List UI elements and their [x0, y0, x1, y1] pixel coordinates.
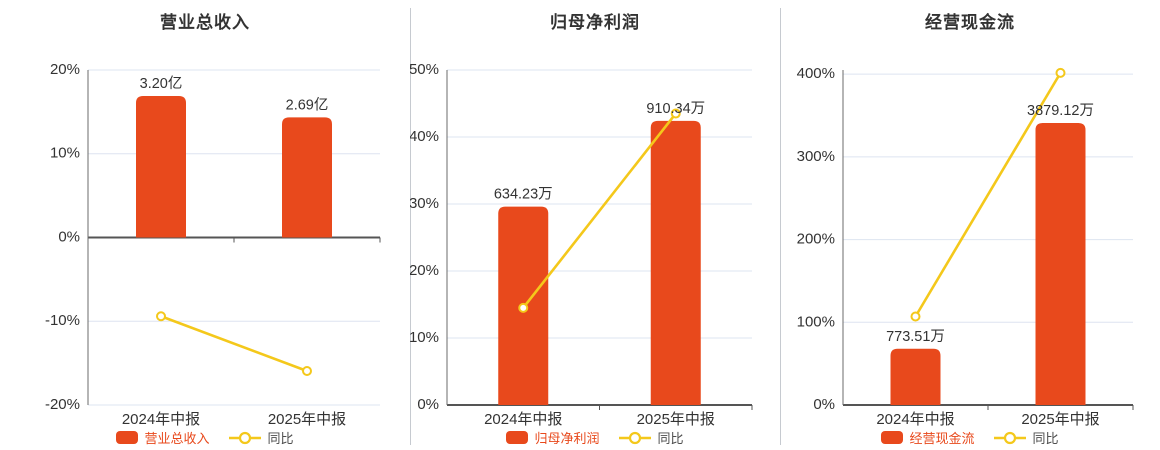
- panel-divider: [780, 8, 781, 445]
- chart-plot: 50% 40% 30% 20% 10% 0% 634.23万 910.34万 2024年中报 20…: [410, 61, 753, 428]
- yoy-point-2024年中报[interactable]: [910, 311, 921, 322]
- bar-value-label: 634.23万: [494, 187, 553, 203]
- y-axis-tick-label: 100%: [797, 313, 835, 330]
- bar-value-label: 773.51万: [886, 329, 945, 345]
- legend: 营业总收入 同比: [0, 428, 410, 447]
- x-axis-category-label: 2024年中报: [484, 411, 562, 428]
- bar-2025年中报[interactable]: [1035, 122, 1086, 406]
- yoy-point-2025年中报[interactable]: [670, 108, 681, 119]
- legend: 归母净利润 同比: [410, 428, 780, 447]
- chart-panel-operating-cash-flow: 经营现金流 400% 300% 200% 100% 0% 773.51万 3879.12万 20…: [780, 0, 1160, 450]
- legend-item-yoy[interactable]: 同比: [993, 428, 1059, 447]
- y-axis-tick-label: -10%: [45, 312, 80, 329]
- legend-line-circle-icon: [228, 431, 261, 444]
- yoy-point-2025年中报[interactable]: [1055, 67, 1066, 78]
- yoy-point-2025年中报[interactable]: [302, 365, 312, 376]
- chart-title: 归母净利润: [550, 13, 640, 32]
- x-axis-category-label: 2025年中报: [637, 411, 715, 428]
- chart-panel-revenue: 营业总收入 20% 10% 0% -10% -20% 3.20亿 2.69亿 2024年中报 20…: [0, 0, 410, 450]
- y-axis-tick-label: 0%: [813, 396, 835, 413]
- chart-plot: 20% 10% 0% -10% -20% 3.20亿 2.69亿 2024年中报 2025年中报: [45, 61, 381, 428]
- y-axis-tick-label: 0%: [58, 228, 80, 245]
- chart-title: 营业总收入: [160, 13, 250, 32]
- x-axis-category-label: 2024年中报: [876, 411, 954, 428]
- legend: 经营现金流 同比: [780, 428, 1160, 447]
- bar-value-label: 3.20亿: [140, 75, 183, 92]
- legend-bar-series-label: 经营现金流: [909, 431, 975, 446]
- y-axis-tick-label: -20%: [45, 396, 80, 413]
- legend-bar-swatch-icon: [506, 431, 529, 444]
- y-axis-tick-label: 0%: [417, 396, 439, 413]
- legend-item-bar-series[interactable]: 归母净利润: [506, 428, 600, 447]
- y-axis-tick-label: 10%: [50, 145, 80, 162]
- y-axis-tick-label: 40%: [410, 128, 439, 145]
- legend-item-bar-series[interactable]: 营业总收入: [116, 428, 210, 447]
- yoy-line: [522, 112, 677, 309]
- chart-plot: 400% 300% 200% 100% 0% 773.51万 3879.12万 2024年中报…: [797, 65, 1134, 428]
- x-axis-category-label: 2024年中报: [122, 411, 200, 428]
- y-axis-tick-label: 50%: [410, 61, 439, 78]
- legend-yoy-label: 同比: [657, 431, 684, 446]
- legend-item-yoy[interactable]: 同比: [618, 428, 684, 447]
- bar-2024年中报[interactable]: [136, 95, 186, 238]
- y-axis-tick-label: 400%: [797, 65, 835, 82]
- y-axis-tick-label: 20%: [410, 262, 439, 279]
- bar-value-label: 3879.12万: [1027, 103, 1094, 119]
- legend-item-bar-series[interactable]: 经营现金流: [881, 428, 975, 447]
- legend-bar-swatch-icon: [881, 431, 904, 444]
- legend-bar-series-label: 归母净利润: [534, 431, 600, 446]
- bar-value-label: 910.34万: [646, 101, 705, 117]
- legend-line-marker: [1003, 431, 1016, 444]
- legend-line-marker: [238, 431, 251, 444]
- yoy-line: [160, 315, 308, 373]
- legend-yoy-label: 同比: [1032, 431, 1059, 446]
- legend-bar-swatch-icon: [116, 431, 139, 444]
- legend-line-circle-icon: [618, 431, 651, 444]
- y-axis-tick-label: 10%: [410, 329, 439, 346]
- bar-2025年中报[interactable]: [282, 117, 332, 238]
- x-axis-category-label: 2025年中报: [268, 411, 346, 428]
- bar-value-label: 2.69亿: [286, 96, 329, 113]
- chart-panel-net-profit: 归母净利润 50% 40% 30% 20% 10% 0% 634.23万 910.34万 2024…: [410, 0, 780, 450]
- legend-line-marker: [628, 431, 641, 444]
- x-axis-category-label: 2025年中报: [1021, 411, 1099, 428]
- legend-item-yoy[interactable]: 同比: [228, 428, 294, 447]
- y-axis-tick-label: 300%: [797, 148, 835, 165]
- y-axis-tick-label: 200%: [797, 231, 835, 248]
- bar-2024年中报[interactable]: [890, 348, 941, 405]
- panel-divider: [410, 8, 411, 445]
- chart-title: 经营现金流: [925, 13, 1015, 32]
- yoy-point-2024年中报[interactable]: [156, 311, 166, 322]
- yoy-point-2024年中报[interactable]: [518, 302, 529, 313]
- y-axis-tick-label: 20%: [50, 61, 80, 78]
- bar-2025年中报[interactable]: [650, 120, 701, 406]
- legend-bar-series-label: 营业总收入: [144, 431, 210, 446]
- yoy-line: [914, 72, 1062, 318]
- legend-line-circle-icon: [993, 431, 1026, 444]
- y-axis-tick-label: 30%: [410, 195, 439, 212]
- legend-yoy-label: 同比: [267, 431, 294, 446]
